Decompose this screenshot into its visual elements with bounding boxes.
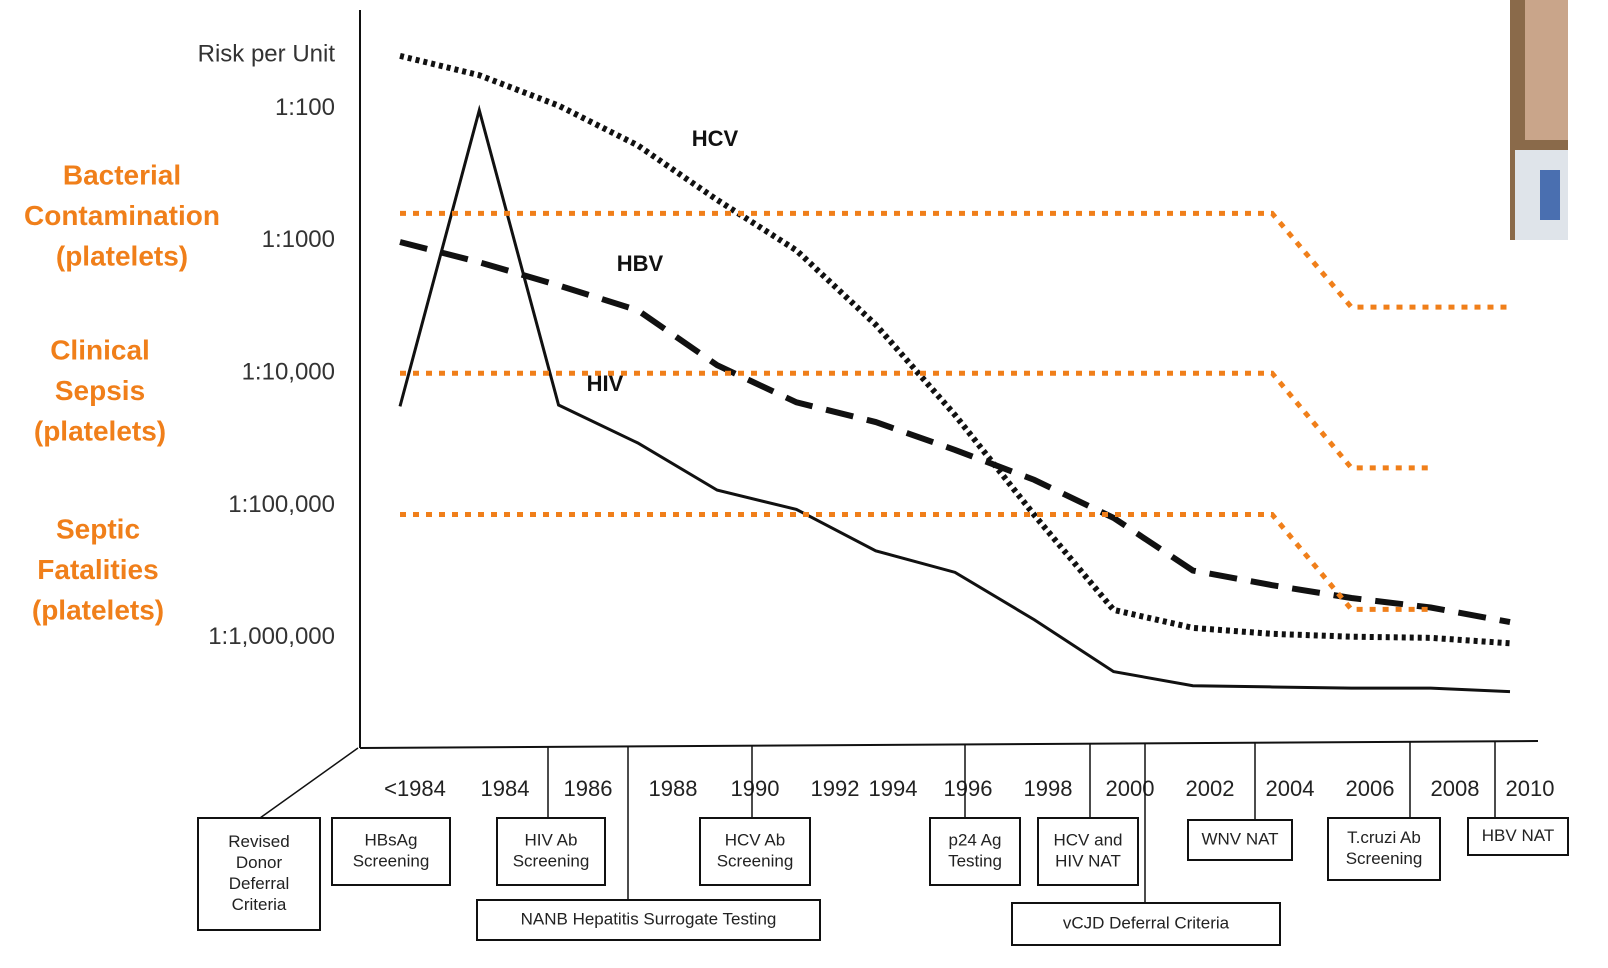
- series-label: Septic: [56, 513, 140, 544]
- series-line: [400, 512, 1431, 612]
- series-label: HIV: [587, 371, 624, 396]
- milestone-label: vCJD Deferral Criteria: [1063, 913, 1230, 932]
- x-tick-label: 1988: [649, 776, 698, 801]
- x-axis: [359, 740, 1539, 749]
- x-tick-label: 1994: [869, 776, 918, 801]
- milestone-box: [1467, 817, 1569, 856]
- milestone-box: [1011, 902, 1281, 946]
- x-tick-label: 1986: [564, 776, 613, 801]
- series-label: Clinical: [50, 334, 150, 365]
- y-tick-label: 1:100: [275, 94, 335, 121]
- y-tick-label: 1:100,000: [228, 491, 335, 518]
- series-label: Sepsis: [55, 375, 145, 406]
- milestone-label: Screening: [353, 851, 430, 870]
- milestone-label: HIV NAT: [1055, 851, 1121, 870]
- series-line: [399, 239, 1511, 626]
- x-tick-label: 2006: [1346, 776, 1395, 801]
- milestone-box: [197, 817, 321, 931]
- series-label: (platelets): [56, 240, 188, 271]
- x-tick-label: 1992: [811, 776, 860, 801]
- milestone-box: [331, 817, 451, 886]
- milestone-label: HBV NAT: [1482, 826, 1554, 845]
- y-tick-label: 1:1000: [262, 226, 335, 253]
- milestone-box: [496, 817, 606, 886]
- series-label: Contamination: [24, 200, 220, 231]
- milestone-box: [1187, 819, 1293, 861]
- x-tick-label: 2004: [1266, 776, 1315, 801]
- series-line: [398, 104, 1511, 694]
- milestone-label: HBsAg: [365, 830, 418, 849]
- y-tick-label: 1:1,000,000: [208, 623, 335, 650]
- milestone-label: NANB Hepatitis Surrogate Testing: [521, 909, 777, 928]
- milestone-label: Donor: [236, 853, 283, 872]
- milestone-label: HCV Ab: [725, 830, 785, 849]
- x-tick-label: 1990: [731, 776, 780, 801]
- milestone-label: HCV and: [1054, 830, 1123, 849]
- series-line: [400, 370, 1431, 471]
- x-tick-label: 1998: [1024, 776, 1073, 801]
- series-label: (platelets): [34, 415, 166, 446]
- x-tick-label: 2010: [1506, 776, 1555, 801]
- milestone-box: [1327, 817, 1441, 881]
- milestone-label: WNV NAT: [1201, 829, 1278, 848]
- milestone-label: Criteria: [232, 895, 287, 914]
- photo: [1510, 0, 1568, 240]
- milestone-box: [929, 817, 1021, 886]
- x-tick-label: 1984: [481, 776, 530, 801]
- series-line: [399, 52, 1511, 647]
- y-axis-title: Risk per Unit: [198, 40, 336, 67]
- x-tick-label: 2002: [1186, 776, 1235, 801]
- series-label: (platelets): [32, 594, 164, 625]
- milestone-box: [476, 899, 821, 941]
- milestone-box: [1037, 817, 1139, 886]
- x-tick-label: 2008: [1431, 776, 1480, 801]
- series-label: Fatalities: [37, 554, 158, 585]
- milestone-label: Screening: [717, 851, 794, 870]
- milestone-label: Revised: [228, 832, 289, 851]
- series-label: Bacterial: [63, 159, 181, 190]
- milestone-label: Screening: [513, 851, 590, 870]
- milestone-box: [699, 817, 811, 886]
- series-label: HCV: [692, 126, 739, 151]
- milestone-label: Testing: [948, 851, 1002, 870]
- milestone-label: p24 Ag: [949, 830, 1002, 849]
- series-label: HBV: [617, 251, 664, 276]
- milestone-label: Screening: [1346, 849, 1423, 868]
- connector: [259, 747, 359, 819]
- x-tick-label: 1996: [944, 776, 993, 801]
- series-line: [400, 210, 1510, 310]
- milestone-label: Deferral: [229, 874, 289, 893]
- milestone-label: T.cruzi Ab: [1347, 828, 1421, 847]
- milestone-label: HIV Ab: [525, 830, 578, 849]
- y-tick-label: 1:10,000: [242, 359, 335, 386]
- x-tick-label: <1984: [384, 776, 446, 801]
- x-tick-label: 2000: [1106, 776, 1155, 801]
